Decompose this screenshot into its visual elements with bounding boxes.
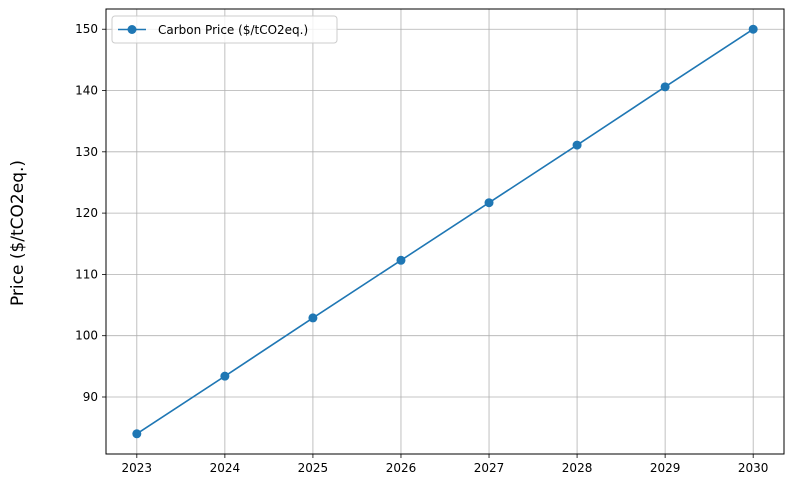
plot-frame: [105, 8, 785, 455]
legend-box: [111, 15, 338, 44]
y-tick-label: 100: [75, 329, 98, 343]
series-layer: [132, 24, 758, 439]
x-tick-label: 2029: [650, 461, 681, 475]
grid-layer: [106, 9, 784, 454]
data-point: [220, 371, 230, 381]
legend: Carbon Price ($/tCO2eq.): [111, 15, 338, 44]
y-tick-label: 150: [75, 22, 98, 36]
y-tick-label: 130: [75, 145, 98, 159]
data-point: [396, 255, 406, 265]
x-tick-label: 2023: [122, 461, 153, 475]
x-tick-label: 2024: [210, 461, 241, 475]
y-tick-label: 140: [75, 84, 98, 98]
data-point: [308, 313, 318, 323]
data-point: [572, 140, 582, 150]
x-tick-label: 2025: [298, 461, 329, 475]
x-tick-label: 2026: [386, 461, 417, 475]
legend-marker-swatch: [127, 25, 137, 34]
data-point: [748, 24, 758, 34]
series-line-carbon-price: [136, 28, 754, 435]
y-tick-label: 110: [75, 267, 98, 281]
x-tick-label: 2028: [562, 461, 593, 475]
legend-entry-label: Carbon Price ($/tCO2eq.): [158, 23, 308, 37]
data-point: [132, 429, 142, 439]
x-tick-label: 2030: [738, 461, 769, 475]
y-tick-label: 120: [75, 206, 98, 220]
data-point: [484, 198, 494, 208]
tick-layer: 2023 2024 2025 2026 2027 2028 2029 2030 90 100 110…: [75, 22, 768, 475]
data-point: [660, 82, 670, 92]
y-axis-label: Price ($/tCO2eq.): [8, 160, 28, 306]
y-tick-label: 90: [83, 390, 98, 404]
x-tick-label: 2027: [474, 461, 505, 475]
